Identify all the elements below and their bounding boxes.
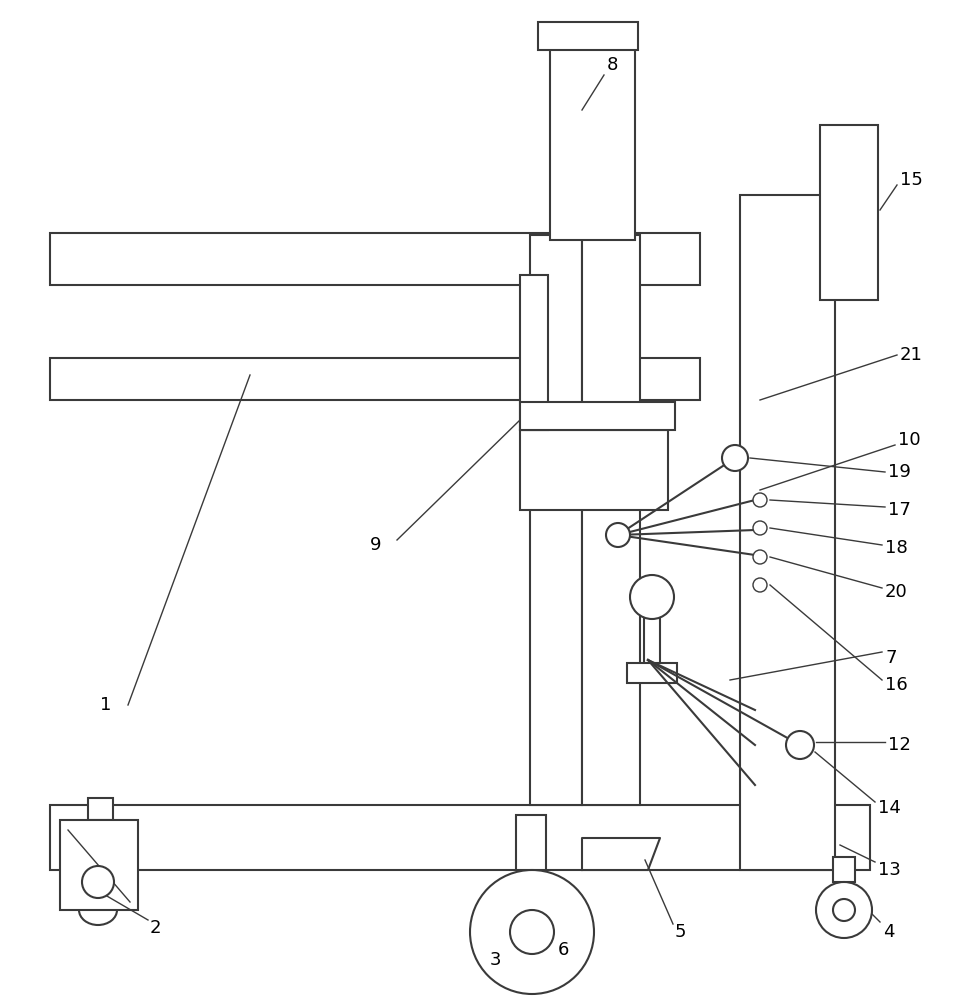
Bar [520,275,548,430]
Bar [50,233,700,285]
Text: 12: 12 [888,736,910,754]
Bar [833,857,855,882]
Text: 9: 9 [370,536,381,554]
Circle shape [753,550,767,564]
Text: 17: 17 [888,501,910,519]
Text: 15: 15 [900,171,923,189]
Bar [88,798,113,820]
Bar [520,402,675,430]
Circle shape [786,731,814,759]
Text: 19: 19 [888,463,910,481]
Circle shape [753,521,767,535]
Bar [740,195,835,870]
Bar [820,125,878,300]
Text: 6: 6 [558,941,569,959]
Text: 13: 13 [878,861,901,879]
Bar [516,815,546,870]
Circle shape [753,493,767,507]
Text: 7: 7 [885,649,897,667]
Circle shape [470,870,594,994]
Text: 16: 16 [885,676,907,694]
Polygon shape [582,838,660,870]
Bar [627,663,677,683]
Bar [644,597,660,665]
Text: 3: 3 [490,951,502,969]
Text: 21: 21 [900,346,923,364]
Text: 1: 1 [100,696,112,714]
Bar [550,45,635,240]
Text: 18: 18 [885,539,907,557]
Text: 4: 4 [883,923,895,941]
Text: 8: 8 [607,56,618,74]
Text: 20: 20 [885,583,907,601]
Bar [50,358,700,400]
Text: 10: 10 [898,431,920,449]
Bar [520,430,668,510]
Bar [538,22,638,50]
Circle shape [753,578,767,592]
Circle shape [833,899,855,921]
Bar [582,235,640,805]
Circle shape [510,910,554,954]
Circle shape [816,882,872,938]
Bar [60,820,138,910]
Circle shape [722,445,748,471]
Circle shape [630,575,674,619]
Circle shape [606,523,630,547]
Circle shape [82,866,114,898]
Text: 2: 2 [150,919,162,937]
Text: 14: 14 [878,799,901,817]
Text: 5: 5 [675,923,687,941]
Bar [50,805,870,870]
Bar [530,235,582,805]
